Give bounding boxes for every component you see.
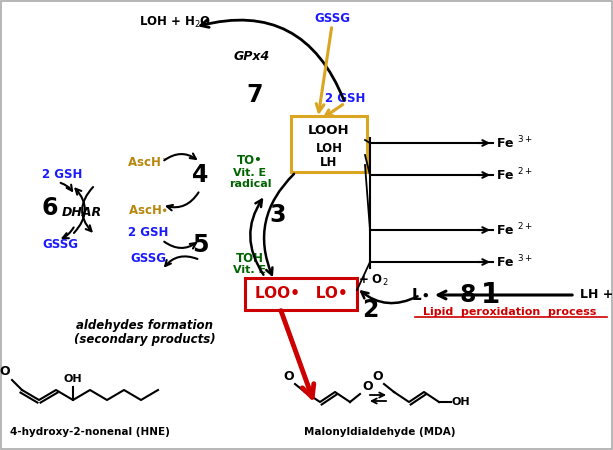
Text: OH: OH [64,374,82,384]
Text: 2 GSH: 2 GSH [42,168,82,181]
Text: 7: 7 [247,83,263,107]
Text: DHAR: DHAR [62,207,102,220]
Text: aldehydes formation: aldehydes formation [77,319,213,332]
Text: TOH: TOH [236,252,264,265]
Text: OH: OH [452,397,471,407]
Text: Fe $^{2+}$: Fe $^{2+}$ [496,166,533,183]
Text: O: O [372,370,383,383]
Text: L$\bullet$: L$\bullet$ [411,287,429,303]
Text: + O$_2$: + O$_2$ [358,272,388,288]
Text: Malonyldialdehyde (MDA): Malonyldialdehyde (MDA) [304,427,455,437]
Text: 5: 5 [192,233,208,257]
Text: 2 GSH: 2 GSH [325,91,365,104]
Text: TO•: TO• [237,153,263,166]
Text: GSSG: GSSG [42,238,78,252]
Text: Vit. E: Vit. E [234,168,267,178]
Text: 4-hydroxy-2-nonenal (HNE): 4-hydroxy-2-nonenal (HNE) [10,427,170,437]
Text: LOH: LOH [316,141,343,154]
Text: 3: 3 [270,203,286,227]
Text: (secondary products): (secondary products) [74,333,216,346]
Text: AscH$\bullet$: AscH$\bullet$ [128,203,168,216]
Text: GSSG: GSSG [130,252,166,265]
Text: radical: radical [229,179,271,189]
Text: O: O [283,370,294,383]
Text: Fe $^{3+}$: Fe $^{3+}$ [496,254,533,270]
Text: Vit. E: Vit. E [234,265,267,275]
Text: Lipid  peroxidation  process: Lipid peroxidation process [424,307,596,317]
Text: Fe $^{2+}$: Fe $^{2+}$ [496,222,533,238]
Text: AscH$^-$: AscH$^-$ [127,157,169,170]
Text: GPx4: GPx4 [234,50,270,63]
Text: 8: 8 [460,283,476,307]
Text: 2: 2 [362,298,378,322]
Text: O: O [0,365,10,378]
Text: LOO•   LO•: LOO• LO• [254,287,348,302]
Text: LOH + H$_2$O: LOH + H$_2$O [139,14,211,30]
Text: GSSG: GSSG [314,12,350,24]
Text: 6: 6 [42,196,58,220]
FancyBboxPatch shape [291,116,367,172]
Text: 2 GSH: 2 GSH [128,226,168,239]
Text: Fe $^{3+}$: Fe $^{3+}$ [496,135,533,151]
Text: LH + R•: LH + R• [580,288,613,302]
Text: 4: 4 [192,163,208,187]
FancyBboxPatch shape [245,278,357,310]
Text: LOOH: LOOH [308,125,350,138]
Text: 1: 1 [481,281,500,309]
Text: O: O [362,380,373,393]
Text: LH: LH [321,157,338,170]
